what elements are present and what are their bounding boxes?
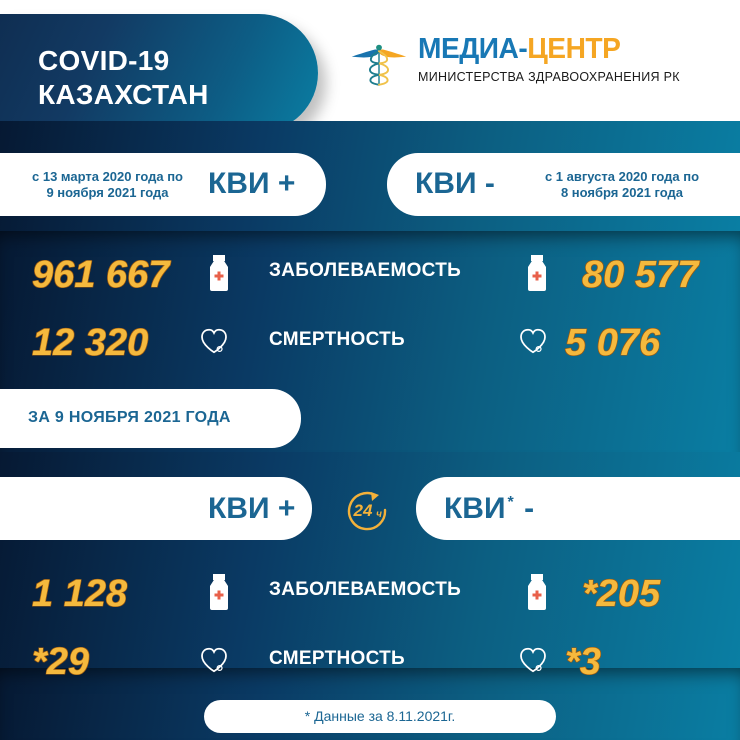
svg-text:ч: ч [376, 509, 382, 520]
svg-text:24: 24 [353, 501, 373, 520]
